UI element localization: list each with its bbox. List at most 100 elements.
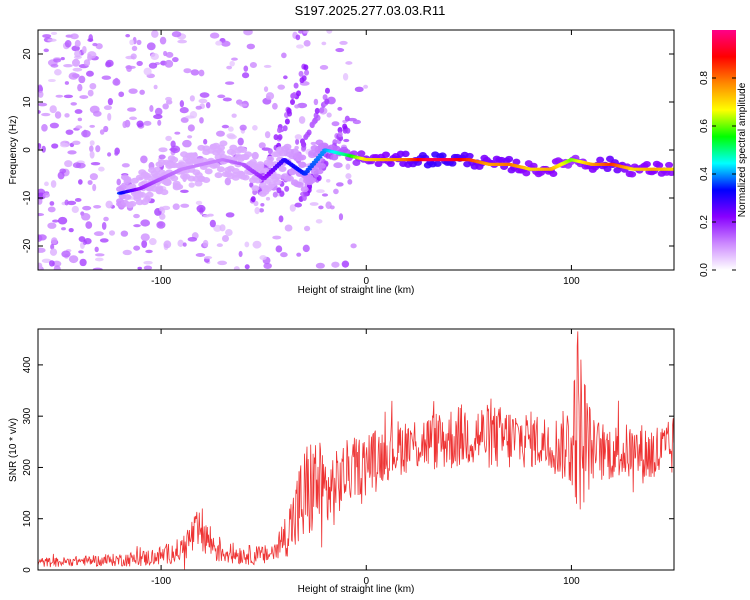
snr-xtick-label: 0 (363, 576, 369, 587)
spectrogram-cell (49, 105, 57, 114)
spectrogram-cell (335, 182, 344, 187)
spectrogram-cell (221, 40, 231, 47)
spectrogram-cell (78, 75, 86, 84)
spectrogram-cell (53, 58, 62, 63)
spectrogram-cell (209, 32, 220, 39)
spectrogram-cell (137, 266, 143, 270)
spectrogram-ridge-cell (642, 160, 651, 168)
spectrogram-cell (61, 250, 71, 258)
spectrogram-cell (179, 100, 185, 108)
spectrogram-ridge-core (319, 150, 327, 154)
spectrogram-cell (136, 60, 143, 66)
spectrogram-cell (298, 116, 306, 124)
spectrogram-cell (297, 102, 308, 109)
spectrogram-cell (249, 182, 254, 188)
spectrogram-cell (41, 258, 52, 263)
spectrogram-cell (189, 95, 195, 102)
spectrogram-cell (179, 107, 189, 114)
spectrogram-cell (94, 253, 105, 257)
snr-xlabel: Height of straight line (km) (298, 584, 415, 595)
spectrogram-cell (337, 126, 343, 133)
spectrogram-ridge-core (315, 155, 323, 159)
spectrogram-cell (345, 61, 353, 65)
spectrogram-cell (339, 40, 348, 45)
spectrogram-cell (67, 150, 77, 155)
spectrogram-cell (107, 152, 112, 157)
spectrogram-cell (281, 52, 287, 59)
spectrogram-ridge-cell (261, 167, 270, 174)
spectrogram-ridge-cell (251, 185, 260, 192)
spectrogram-cell (89, 150, 95, 159)
spectrogram-cell (83, 59, 91, 67)
spectrogram-cell (107, 98, 113, 106)
spectrogram-cell (347, 179, 353, 185)
spectrogram-cell (47, 222, 57, 229)
spectrogram-cell (194, 180, 203, 187)
spectrogram-cell (333, 188, 339, 195)
spectrogram-cell (342, 73, 349, 81)
spectrogram-cell (295, 34, 301, 41)
spectrogram-ridge-cell (310, 144, 319, 151)
spectrogram-cell (235, 99, 243, 105)
colorbar-tick-label: 0.2 (699, 215, 710, 229)
spectrogram-ridge-cell (273, 179, 282, 186)
spectrogram-cell (95, 145, 101, 153)
spectrogram-cell (163, 240, 172, 249)
spectrogram-cell (48, 260, 55, 267)
spectrogram-cell (293, 82, 299, 89)
spectrogram-cell (277, 84, 286, 90)
spectrogram-cell (68, 228, 74, 233)
spectrogram-cell (165, 96, 172, 102)
spectrogram-cell (310, 141, 317, 146)
spectrogram-cell (68, 72, 79, 80)
figure-title: S197.2025.277.03.03.R11 (295, 3, 446, 18)
spectrogram-cell (333, 162, 343, 169)
spectrogram-ridge-cell (278, 150, 287, 157)
spectrogram-cell (47, 38, 57, 42)
spectrogram-cell (77, 117, 83, 122)
spectrogram-cell (326, 112, 332, 118)
spectrogram-ridge-cell (665, 161, 674, 169)
spectrogram-cell (153, 84, 158, 90)
spectrogram-cell (64, 113, 70, 118)
spectrogram-cell (49, 248, 58, 256)
spectrogram-cell (146, 42, 156, 51)
spectrogram-cell (254, 207, 260, 215)
spectrogram-cell (93, 205, 102, 209)
spectrogram-ridge-cell (143, 196, 152, 203)
spectrogram-cell (233, 266, 240, 270)
spectrogram-cell (94, 257, 104, 262)
spectrogram-cell (116, 178, 121, 186)
spectrogram-ridge-cell (317, 162, 326, 169)
spectrogram-cell (89, 82, 97, 90)
spectrogram-cell (280, 252, 288, 258)
spectrogram-ridge-cell (155, 185, 164, 192)
spectrogram-cell (78, 236, 86, 243)
spectrogram-cell (42, 192, 50, 198)
spectrogram-cell (319, 107, 325, 114)
spectrogram-cell (221, 124, 230, 129)
spectrogram-ridge-cell (386, 160, 395, 168)
spectrogram-cell (38, 143, 42, 150)
spectrogram-cell (157, 119, 162, 126)
spectrogram-ridge-core (309, 162, 317, 166)
spectrogram-cell (130, 53, 137, 60)
spectrogram-cell (50, 63, 59, 68)
spectrogram-cell (174, 131, 181, 135)
spectrogram-cell (77, 83, 83, 92)
spectrogram-cell (259, 255, 267, 261)
spectrogram-cell (43, 48, 49, 53)
spectrogram-cell (252, 125, 258, 131)
spectrogram-cell (263, 86, 269, 92)
spectrogram-cell (82, 205, 92, 211)
spectrogram-ridge-core (670, 167, 674, 171)
colorbar-ticks: 0.0 0.2 0.4 0.6 0.8 (699, 71, 736, 277)
spectrogram-cell (337, 106, 343, 111)
spectrogram-cell (296, 252, 302, 257)
spectrogram-cell (314, 107, 320, 114)
spectrogram-cell (162, 103, 169, 110)
spectrogram-ridge-cell (278, 166, 287, 173)
spectrogram-cell (52, 219, 59, 223)
spectrogram-cell (225, 228, 233, 237)
spectrogram-cell (48, 78, 56, 83)
